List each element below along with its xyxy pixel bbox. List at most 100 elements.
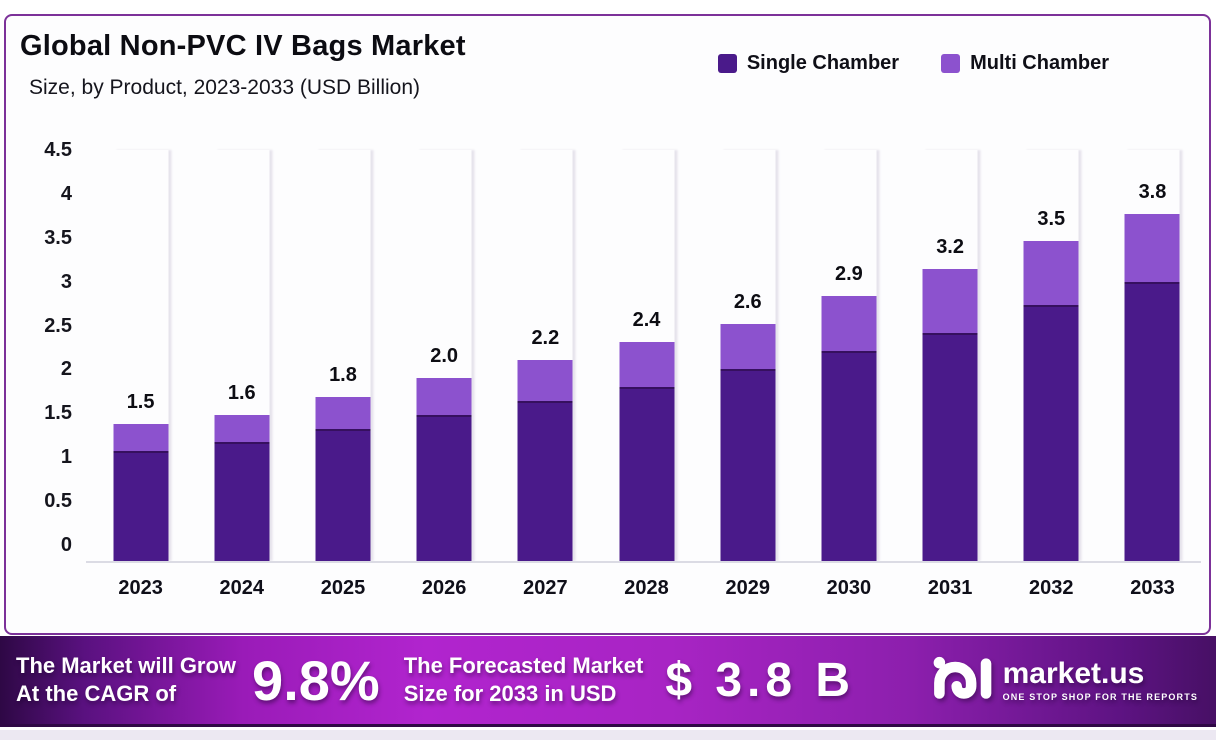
legend: Single Chamber Multi Chamber <box>717 52 1109 75</box>
cagr-caption-line2: At the CAGR of <box>16 681 177 706</box>
bar-segment-multi-chamber <box>315 396 371 429</box>
bar-segment-multi-chamber <box>517 360 573 402</box>
y-axis-tick-label: 1.5 <box>44 402 72 425</box>
x-axis-label: 2029 <box>725 577 770 599</box>
y-axis-tick-label: 0 <box>60 534 72 556</box>
bar-column: 2.6 2029 <box>697 150 798 599</box>
bar-total-label: 3.2 <box>936 235 964 258</box>
cagr-caption-line1: The Market will Grow <box>16 653 237 678</box>
x-axis-label: 2024 <box>219 577 265 599</box>
bar-column: 2.4 2028 <box>596 150 697 599</box>
bar-column: 3.2 2031 <box>900 150 1001 599</box>
y-axis-tick-label: 4.5 <box>44 139 72 161</box>
bar-total-label: 2.0 <box>430 345 459 368</box>
bar-total-label: 2.4 <box>632 308 661 331</box>
single-chamber-swatch-icon <box>717 54 737 73</box>
bar-stack <box>113 150 169 561</box>
bar-total-label: 1.5 <box>126 391 155 414</box>
y-axis-tick-label: 2 <box>60 358 72 381</box>
forecast-caption-line2: Size for 2033 in USD <box>403 681 617 706</box>
y-axis: 0 0.5 1 1.5 2 2.5 3 3.5 4 4.5 <box>16 139 72 561</box>
forecast-value: $ 3.8 B <box>665 653 856 707</box>
bar-segment-single-chamber <box>517 401 573 561</box>
bar-stack <box>619 150 675 561</box>
bar-total-label: 2.9 <box>835 263 863 286</box>
x-axis-label: 2025 <box>320 577 366 599</box>
legend-label: Single Chamber <box>746 52 900 74</box>
x-axis-label: 2030 <box>826 577 872 599</box>
bar-stack <box>1023 150 1079 561</box>
page-subtitle: Size, by Product, 2023-2033 (USD Billion… <box>29 76 421 99</box>
bar-column: 1.8 2025 <box>292 150 393 599</box>
x-axis-label: 2028 <box>624 577 669 599</box>
bar-stack <box>821 150 877 561</box>
bar-column: 2.9 2030 <box>798 150 899 599</box>
bar-total-label: 2.2 <box>531 327 560 350</box>
bar-segment-multi-chamber <box>113 424 169 452</box>
bar-column: 1.5 2023 <box>90 150 191 599</box>
page-title: Global Non-PVC IV Bags Market <box>20 30 466 62</box>
bar-column: 3.8 2033 <box>1102 150 1203 599</box>
bar-stack <box>517 150 573 561</box>
chart-card: Global Non-PVC IV Bags Market Size, by P… <box>4 14 1211 635</box>
legend-label: Multi Chamber <box>970 52 1109 74</box>
y-axis-tick-label: 3 <box>60 270 72 293</box>
bar-stack <box>315 150 371 561</box>
cagr-caption: The Market will Grow At the CAGR of <box>16 652 236 708</box>
bar-segment-single-chamber <box>315 428 371 561</box>
bar-total-label: 1.6 <box>227 381 256 404</box>
cagr-value: 9.8% <box>252 648 380 712</box>
bar-segment-multi-chamber <box>821 296 877 351</box>
logo-name: market.us <box>1002 656 1145 690</box>
y-axis-tick-label: 1 <box>60 446 72 469</box>
bar-segment-single-chamber <box>214 442 270 561</box>
y-axis-tick-label: 3.5 <box>44 226 72 249</box>
bar-total-label: 3.8 <box>1138 180 1167 203</box>
marketus-logo-icon <box>933 656 991 699</box>
bar-segment-multi-chamber <box>619 341 675 388</box>
bar-segment-single-chamber <box>720 369 776 561</box>
bar-segment-multi-chamber <box>416 378 472 415</box>
y-axis-tick-label: 4 <box>60 182 72 205</box>
bar-segment-single-chamber <box>922 332 978 561</box>
multi-chamber-swatch-icon <box>941 54 961 73</box>
bar-segment-multi-chamber <box>1124 213 1180 283</box>
legend-item-single-chamber: Single Chamber <box>717 52 900 75</box>
bar-segment-single-chamber <box>416 414 472 561</box>
bar-segment-single-chamber <box>619 387 675 561</box>
bar-segment-single-chamber <box>113 451 169 561</box>
forecast-caption-line1: The Forecasted Market <box>403 653 644 678</box>
x-axis-label: 2027 <box>523 577 568 599</box>
bar-segment-single-chamber <box>1124 282 1180 561</box>
marketus-logo-text: market.us ONE STOP SHOP FOR THE REPORTS <box>1002 656 1198 702</box>
bottom-banner: The Market will Grow At the CAGR of 9.8%… <box>0 636 1216 727</box>
bar-stack <box>922 150 978 561</box>
bar-segment-multi-chamber <box>214 414 270 443</box>
bar-stack <box>720 150 776 561</box>
x-axis-label: 2026 <box>421 577 467 599</box>
bar-stack <box>416 150 472 561</box>
bar-total-label: 3.5 <box>1037 208 1066 231</box>
chart-header: Global Non-PVC IV Bags Market Size, by P… <box>20 30 466 100</box>
bar-stack <box>1124 150 1180 561</box>
bottom-strip <box>0 730 1216 740</box>
bar-segment-multi-chamber <box>1023 241 1079 306</box>
x-axis-label: 2031 <box>927 577 973 599</box>
y-axis-tick-label: 2.5 <box>44 314 72 337</box>
bar-segment-single-chamber <box>821 350 877 561</box>
marketus-logo: market.us ONE STOP SHOP FOR THE REPORTS <box>931 655 1200 705</box>
bar-total-label: 1.8 <box>329 363 357 386</box>
x-axis-label: 2033 <box>1130 577 1175 599</box>
bar-stack <box>214 150 270 561</box>
bar-column: 1.6 2024 <box>191 150 292 599</box>
forecast-caption: The Forecasted Market Size for 2033 in U… <box>404 652 644 708</box>
bars-container: 1.5 2023 1.6 2024 1.8 2025 2.0 2026 2.2 2027 2.4 20… <box>90 150 1203 599</box>
x-axis-label: 2023 <box>118 577 163 599</box>
y-axis-tick-label: 0.5 <box>44 490 72 513</box>
x-axis-line <box>86 561 1201 563</box>
x-axis-label: 2032 <box>1029 577 1074 599</box>
plot-area: 1.5 2023 1.6 2024 1.8 2025 2.0 2026 2.2 2027 2.4 20… <box>86 150 1203 599</box>
logo-tagline: ONE STOP SHOP FOR THE REPORTS <box>1002 691 1198 702</box>
bar-segment-multi-chamber <box>922 268 978 333</box>
